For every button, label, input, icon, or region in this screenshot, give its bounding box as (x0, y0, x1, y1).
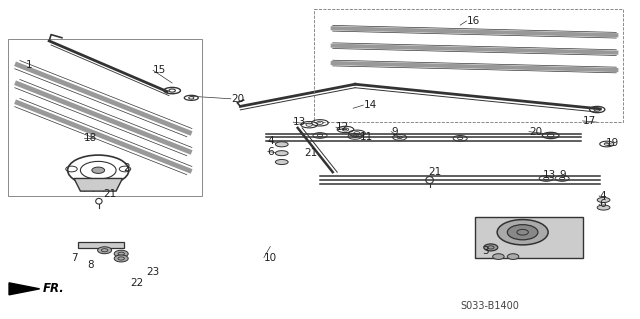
Text: FR.: FR. (43, 282, 65, 295)
Text: 16: 16 (467, 16, 480, 26)
Polygon shape (9, 283, 40, 295)
Text: 21: 21 (103, 189, 116, 199)
Text: 12: 12 (336, 122, 349, 132)
Text: 6: 6 (599, 199, 605, 209)
Ellipse shape (275, 142, 288, 147)
Circle shape (484, 244, 498, 251)
Circle shape (114, 250, 128, 257)
Circle shape (497, 219, 548, 245)
Ellipse shape (597, 205, 610, 210)
Text: 13: 13 (293, 117, 307, 127)
Text: 8: 8 (88, 260, 94, 271)
Ellipse shape (597, 197, 610, 203)
Text: 18: 18 (84, 133, 97, 143)
Polygon shape (74, 178, 122, 191)
Polygon shape (475, 217, 583, 258)
Text: 21: 21 (428, 167, 442, 176)
Text: 11: 11 (360, 132, 372, 142)
Text: 13: 13 (543, 170, 556, 180)
Text: 1: 1 (26, 60, 32, 70)
Text: 7: 7 (72, 253, 78, 263)
Text: 4: 4 (599, 191, 605, 201)
Circle shape (98, 247, 111, 254)
Circle shape (92, 167, 104, 174)
Text: 10: 10 (264, 253, 277, 263)
Circle shape (114, 255, 128, 262)
Ellipse shape (275, 151, 288, 156)
Text: 15: 15 (153, 65, 166, 75)
Text: 6: 6 (268, 147, 275, 157)
Circle shape (493, 254, 504, 259)
Ellipse shape (275, 160, 288, 165)
Text: 19: 19 (605, 138, 619, 148)
Circle shape (508, 225, 538, 240)
Text: 20: 20 (231, 94, 244, 104)
Text: 4: 4 (268, 136, 275, 146)
Text: 21: 21 (305, 148, 318, 158)
Text: S033-B1400: S033-B1400 (460, 301, 519, 311)
Text: 2: 2 (124, 163, 131, 173)
Text: 23: 23 (147, 267, 160, 278)
Text: 22: 22 (131, 278, 144, 288)
Text: 20: 20 (529, 127, 542, 137)
Text: 9: 9 (392, 127, 398, 137)
Text: 14: 14 (364, 100, 376, 110)
Text: 3: 3 (483, 246, 489, 256)
Polygon shape (78, 242, 124, 248)
Text: 9: 9 (559, 170, 566, 180)
Text: 17: 17 (582, 116, 596, 126)
Circle shape (508, 254, 519, 259)
